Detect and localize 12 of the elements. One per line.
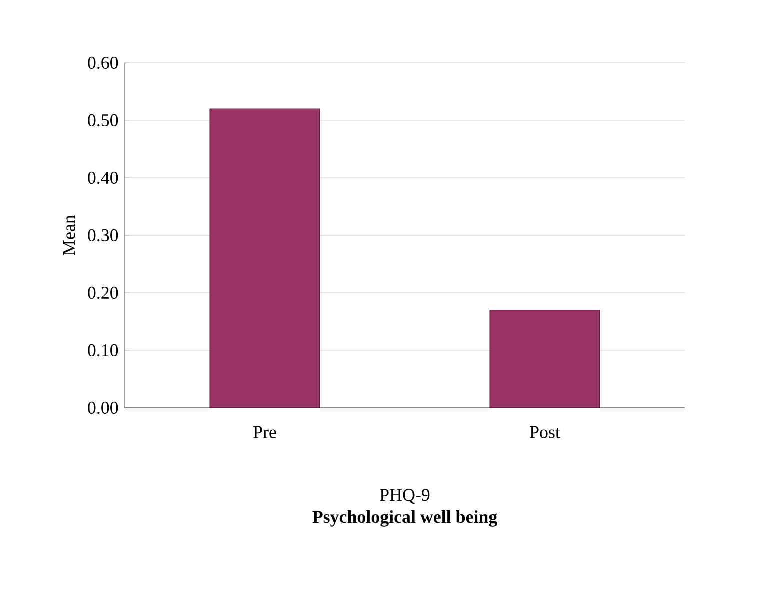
y-tick-label: 0.60 <box>88 56 118 70</box>
y-axis-title: Mean <box>63 215 76 256</box>
y-tick-label: 0.00 <box>88 402 118 414</box>
x-tick-label: Pre <box>254 426 276 438</box>
y-tick-label: 0.10 <box>88 344 118 357</box>
text: PHQ-9 <box>380 489 430 504</box>
x-axis-title: Psychological well being <box>312 510 498 527</box>
y-tick-label: 0.30 <box>88 229 118 242</box>
x-tick-label: Post <box>530 426 560 438</box>
y-tick-label: 0.50 <box>88 114 118 127</box>
y-tick-label: 0.40 <box>88 172 118 184</box>
y-tick-label: 0.20 <box>88 286 118 300</box>
